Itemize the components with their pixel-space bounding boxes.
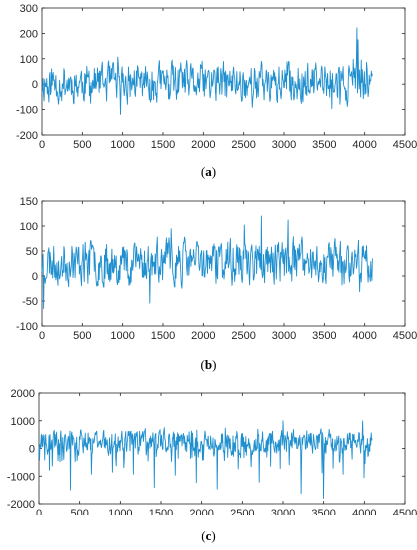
chart-b: 0 500 1000 1500 2000 2500 3000 3500 4000 45001501…: [16, 196, 417, 342]
x-tick-label: 3500: [312, 330, 336, 342]
x-tick-label: 1500: [151, 330, 175, 342]
plot-frame: [41, 200, 406, 327]
signal-series-line: [38, 420, 373, 499]
y-tick-label: -200: [16, 130, 38, 142]
y-tick-label: -100: [16, 321, 38, 333]
signal-series-line: [41, 215, 373, 309]
x-tick-label: 3000: [271, 508, 295, 515]
x-tick-label: 2500: [231, 330, 255, 342]
x-tick-label: 2500: [231, 139, 255, 151]
x-tick-label: 4500: [393, 330, 417, 342]
caption-a: (a): [200, 164, 217, 179]
x-tick-label: 4000: [352, 508, 376, 515]
x-tick-label: 500: [73, 139, 91, 151]
x-tick-label: 500: [70, 508, 88, 515]
x-tick-label: 4000: [352, 330, 376, 342]
y-tick-label: 0: [32, 79, 38, 91]
x-tick-label: 2000: [189, 508, 213, 515]
y-axis: 300 200 100 0 -100 -200: [16, 3, 405, 142]
x-tick-label: 2000: [191, 330, 215, 342]
chart-a: 0 500 1000 1500 2000 2500 3000 3500 4000 45003002…: [16, 3, 417, 151]
chart-panel-b: 0 500 1000 1500 2000 2500 3000 3500 4000 4500 150 1…: [0, 188, 417, 343]
x-axis: 0 500 1000 1500 2000 2500 3000 3500 4000 4500: [36, 393, 417, 515]
chart-panel-c: 0 500 1000 1500 2000 2500 3000 3500 4000 4500 2000…: [0, 380, 417, 515]
x-tick-label: 0: [39, 139, 45, 151]
y-tick-label: 0: [29, 444, 35, 456]
y-tick-label: -100: [16, 105, 38, 117]
y-tick-label: 200: [20, 28, 38, 40]
y-tick-label: 300: [20, 3, 38, 15]
y-tick-label: 2000: [11, 388, 35, 400]
x-tick-label: 3500: [312, 139, 336, 151]
x-tick-label: 2000: [191, 139, 215, 151]
y-tick-label: 100: [20, 221, 38, 233]
x-tick-label: 4000: [352, 139, 376, 151]
x-tick-label: 4500: [393, 508, 417, 515]
y-tick-label: 1000: [11, 416, 35, 428]
y-tick-label: 100: [20, 54, 38, 66]
y-tick-label: 50: [26, 246, 38, 258]
x-tick-label: 3000: [272, 330, 296, 342]
y-tick-label: 0: [32, 271, 38, 283]
x-tick-label: 1000: [110, 139, 134, 151]
x-tick-label: 2500: [230, 508, 254, 515]
signal-series-line: [41, 27, 373, 115]
x-tick-label: 1000: [110, 330, 134, 342]
y-tick-label: 150: [20, 196, 38, 208]
x-tick-label: 0: [39, 330, 45, 342]
plot-frame: [41, 7, 406, 136]
y-tick-label: -50: [22, 296, 38, 308]
x-tick-label: 1000: [108, 508, 132, 515]
y-axis: 150 100 50 0 -50 -100: [16, 196, 405, 333]
x-tick-label: 500: [73, 330, 91, 342]
x-tick-label: 0: [36, 508, 42, 515]
x-tick-label: 3000: [272, 139, 296, 151]
plot-frame: [38, 392, 406, 505]
chart-c: 0 500 1000 1500 2000 2500 3000 3500 4000 45002000…: [7, 388, 417, 515]
y-tick-label: -2000: [7, 499, 35, 511]
chart-panel-a: 0 500 1000 1500 2000 2500 3000 3500 4000 4500 300 2…: [0, 0, 417, 152]
x-tick-label: 1500: [149, 508, 173, 515]
x-tick-label: 1500: [151, 139, 175, 151]
x-tick-label: 3500: [311, 508, 335, 515]
caption-b: (b): [200, 357, 217, 372]
y-axis: 2000 1000 0 -1000 -2000: [7, 388, 405, 511]
x-axis: 0 500 1000 1500 2000 2500 3000 3500 4000 4500: [39, 8, 417, 151]
y-tick-label: -1000: [7, 471, 35, 483]
x-axis: 0 500 1000 1500 2000 2500 3000 3500 4000 4500: [39, 201, 417, 342]
caption-c: (c): [201, 528, 216, 543]
x-tick-label: 4500: [393, 139, 417, 151]
